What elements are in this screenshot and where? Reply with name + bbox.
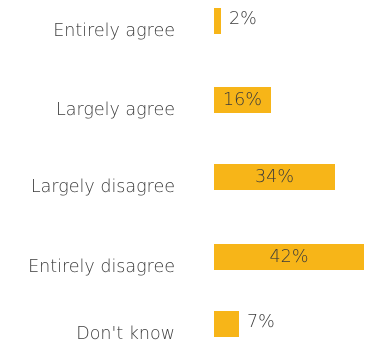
bar xyxy=(214,164,335,190)
value-label: 7% xyxy=(247,312,275,332)
bar xyxy=(214,87,271,113)
category-label: Largely disagree xyxy=(30,177,175,197)
value-label: 42% xyxy=(269,247,309,267)
value-label: 2% xyxy=(229,9,257,29)
bar xyxy=(214,8,221,34)
value-label: 16% xyxy=(223,90,262,110)
category-label: Entirely agree xyxy=(53,21,175,41)
value-label: 34% xyxy=(255,167,294,187)
category-label: Entirely disagree xyxy=(28,257,175,277)
bar xyxy=(214,244,364,270)
category-label: Don't know xyxy=(76,324,175,344)
category-label: Largely agree xyxy=(56,100,175,120)
bar xyxy=(214,311,239,337)
